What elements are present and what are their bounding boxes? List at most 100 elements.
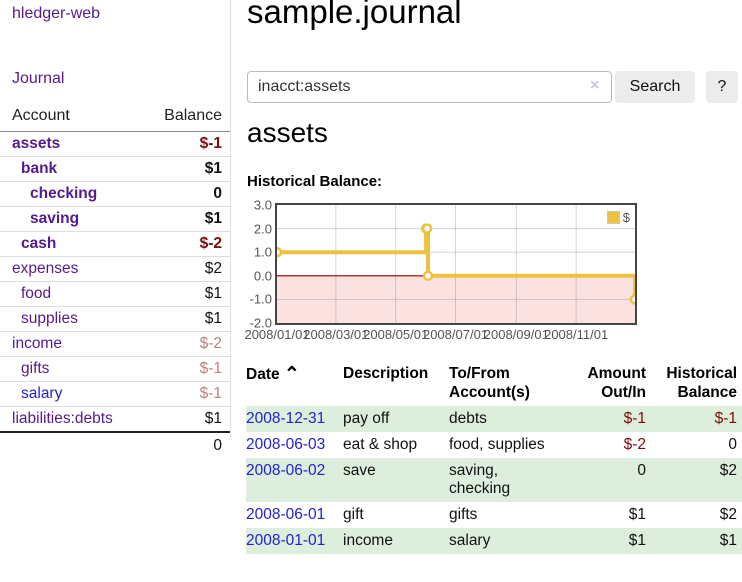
account-link[interactable]: supplies xyxy=(21,310,78,327)
transaction-date-link[interactable]: 2008-01-01 xyxy=(246,532,326,549)
date-header-label: Date xyxy=(246,366,280,383)
column-header-amount: Amount Out/In xyxy=(587,365,646,401)
series-label: $ xyxy=(622,210,630,225)
app-title-link[interactable]: hledger-web xyxy=(12,5,101,22)
column-header-description: Description xyxy=(343,365,429,382)
account-balance: 0 xyxy=(145,181,230,207)
x-axis-tick-label: 2008/01/01 xyxy=(244,327,310,342)
clear-search-icon[interactable]: × xyxy=(590,77,600,94)
register-date-cell: 2008-12-31 xyxy=(246,406,343,432)
register-balance-cell: $1 xyxy=(719,532,737,549)
series-swatch-icon xyxy=(606,211,620,224)
register-amount-cell: $1 xyxy=(628,506,646,523)
accounts-header-account: Account xyxy=(0,102,146,132)
sidebar: hledger-web Journal Account Balance asse… xyxy=(0,0,231,454)
x-axis-tick-label: 2008/09/01 xyxy=(483,327,549,342)
register-accounts-cell: salary xyxy=(449,532,491,549)
x-axis-tick-label: 2008/07/01 xyxy=(422,327,489,342)
register-description-cell: eat & shop xyxy=(343,436,418,453)
register-table: Date ⌃ Description To/From Account(s) Am… xyxy=(246,360,742,554)
account-heading: assets xyxy=(247,117,328,148)
register-balance-cell: $2 xyxy=(719,462,737,479)
column-header-date[interactable]: Date ⌃ xyxy=(246,360,343,406)
search-button[interactable]: Search xyxy=(615,71,695,103)
account-balance: $-1 xyxy=(145,356,230,382)
accounts-total-row: 0 xyxy=(0,432,230,458)
y-axis-tick-label: -1.0 xyxy=(249,291,272,307)
register-amount-cell: $-2 xyxy=(623,436,646,453)
historical-balance-chart: $ xyxy=(275,203,637,325)
account-link[interactable]: checking xyxy=(30,185,98,202)
account-balance: $-1 xyxy=(145,131,230,157)
register-description-cell: save xyxy=(343,462,376,479)
account-link[interactable]: bank xyxy=(21,160,58,177)
register-balance-cell: $2 xyxy=(719,506,737,523)
x-axis-tick-label: 2008/03/01 xyxy=(303,327,369,342)
register-row: 2008-06-01 gift gifts $1 $2 xyxy=(246,502,742,528)
account-balance: $1 xyxy=(145,281,230,307)
account-row: assets $-1 xyxy=(0,131,230,157)
account-row: liabilities:debts $1 xyxy=(0,406,230,433)
account-link[interactable]: saving xyxy=(30,210,80,227)
account-link[interactable]: assets xyxy=(12,135,61,152)
register-date-cell: 2008-06-01 xyxy=(246,502,343,528)
account-balance: $2 xyxy=(145,256,230,282)
account-link[interactable]: liabilities:debts xyxy=(12,410,113,427)
transaction-date-link[interactable]: 2008-06-01 xyxy=(246,506,326,523)
chart-title: Historical Balance: xyxy=(247,173,383,190)
y-axis-tick-label: -2.0 xyxy=(249,315,272,331)
y-axis-tick-label: 3.0 xyxy=(253,197,272,213)
x-axis-tick-label: 2008/11/01 xyxy=(544,327,609,342)
chart-x-axis: 2008/01/01 2008/03/01 2008/05/01 2008/07/01… xyxy=(244,327,635,343)
accounts-header-balance: Balance xyxy=(145,102,230,132)
account-link[interactable]: income xyxy=(12,335,62,352)
register-date-cell: 2008-06-02 xyxy=(246,458,343,502)
account-link[interactable]: gifts xyxy=(21,360,50,377)
chart-canvas xyxy=(277,205,635,323)
register-row: 2008-12-31 pay off debts $-1 $-1 xyxy=(246,406,742,432)
account-row: gifts $-1 xyxy=(0,356,230,382)
register-accounts-cell: food, supplies xyxy=(449,436,545,453)
column-header-balance: Historical Balance xyxy=(666,365,737,401)
account-row: cash $-2 xyxy=(0,231,230,257)
account-row: checking 0 xyxy=(0,181,230,207)
account-link[interactable]: cash xyxy=(21,235,57,252)
account-link[interactable]: salary xyxy=(21,385,63,402)
account-row: saving $1 xyxy=(0,206,230,232)
account-link[interactable]: food xyxy=(21,285,52,302)
register-balance-cell: $-1 xyxy=(714,410,737,427)
y-axis-tick-label: 1.0 xyxy=(253,244,272,260)
search-input[interactable] xyxy=(247,71,612,103)
register-header-row: Date ⌃ Description To/From Account(s) Am… xyxy=(246,360,742,406)
account-balance: $-2 xyxy=(145,331,230,357)
register-description-cell: income xyxy=(343,532,393,549)
sort-ascending-icon: ⌃ xyxy=(283,364,300,385)
register-accounts-cell: saving, checking xyxy=(449,462,511,497)
register-description-cell: pay off xyxy=(343,410,390,427)
accounts-total-value: 0 xyxy=(213,437,222,454)
column-header-accounts: To/From Account(s) xyxy=(449,365,530,401)
transaction-date-link[interactable]: 2008-06-02 xyxy=(246,462,326,479)
transaction-date-link[interactable]: 2008-12-31 xyxy=(246,410,326,427)
register-row: 2008-01-01 income salary $1 $1 xyxy=(246,528,742,554)
account-row: food $1 xyxy=(0,281,230,307)
account-balance: $-2 xyxy=(145,231,230,257)
register-date-cell: 2008-06-03 xyxy=(246,432,343,458)
y-axis-tick-label: 0.0 xyxy=(253,268,272,284)
account-link[interactable]: expenses xyxy=(12,260,79,277)
account-row: salary $-1 xyxy=(0,381,230,407)
account-row: income $-2 xyxy=(0,331,230,357)
y-axis-tick-label: 2.0 xyxy=(253,221,272,237)
nav-journal-link[interactable]: Journal xyxy=(12,70,65,87)
register-amount-cell: $1 xyxy=(628,532,646,549)
account-balance: $1 xyxy=(145,156,230,182)
accounts-header-row: Account Balance xyxy=(0,102,230,132)
register-description-cell: gift xyxy=(343,506,364,523)
transaction-date-link[interactable]: 2008-06-03 xyxy=(246,436,326,453)
register-row: 2008-06-02 save saving, checking 0 $2 xyxy=(246,458,742,502)
account-balance: $1 xyxy=(145,206,230,232)
accounts-table: Account Balance assets $-1 bank $1 checking 0… xyxy=(0,102,230,458)
help-button[interactable]: ? xyxy=(706,71,738,103)
account-balance: $1 xyxy=(145,406,230,433)
account-row: supplies $1 xyxy=(0,306,230,332)
